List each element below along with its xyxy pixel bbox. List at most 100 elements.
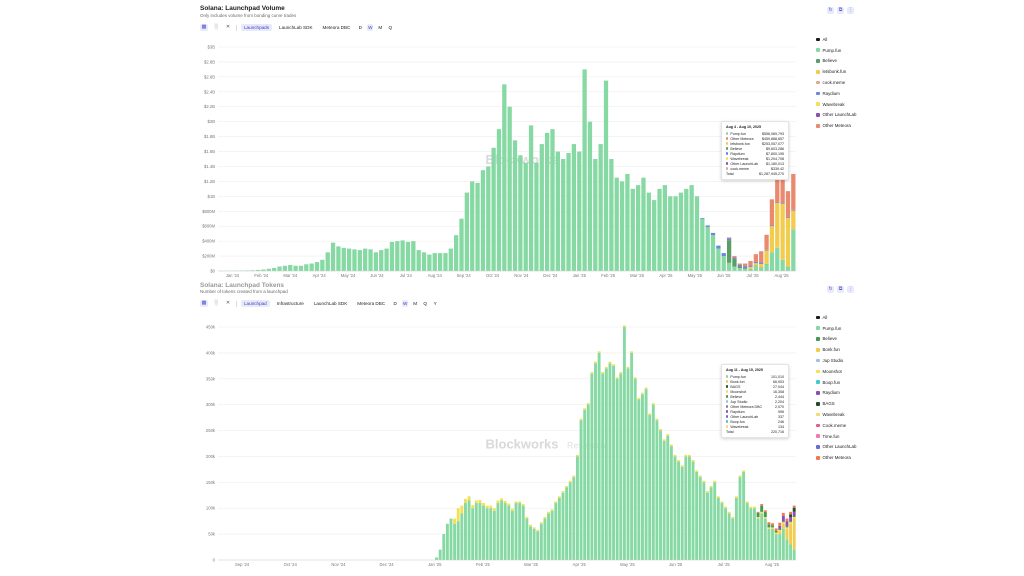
bar-moonshot [691,460,695,462]
tooltip-series-name: Total [726,429,734,434]
y-tick-label: 300k [206,402,216,407]
divider [236,24,237,31]
legend-item-moonshot[interactable]: Moonshot [816,366,856,377]
stacked-bars-icon[interactable]: ▩ [200,300,208,307]
filter-meteora-dbc[interactable]: Meteora DBC [357,301,386,306]
legend-item-pump-fun[interactable]: Pump.fun [816,323,856,334]
filter-launchpad[interactable]: Launchpad [241,300,270,307]
filter-launchpads[interactable]: Launchpads [241,24,273,31]
bar-chart-icon[interactable]: ░ [214,300,218,306]
bar-pump-fun [630,352,634,560]
bar-moonshot [749,506,753,509]
legend-swatch [816,315,820,320]
legend-item-bags[interactable]: BAGS [816,398,856,409]
legend-item-believe[interactable]: Believe [816,56,856,67]
tooltip-series-name: Other Meteora DBC [730,404,763,409]
bar-pump-fun [464,503,467,560]
tooltip-row: Believe 2,444 [726,394,784,399]
y-tick-label: $2.2B [204,104,215,109]
legend-item-boop-fun[interactable]: Boop.fun [816,377,856,388]
share-icon[interactable]: ↻ [827,7,834,14]
interval-m[interactable]: M [413,301,418,306]
volume-plot[interactable]: $0 $200M $400M $600M $800M $1B $1.2B $1.4B $1.6B… [196,34,811,284]
tooltip-dot [726,142,729,145]
interval-w[interactable]: W [367,24,374,31]
legend-item-all[interactable]: All [816,312,856,323]
bar-pump-fun [507,505,511,560]
legend-item-cook-meme[interactable]: Cook.meme [816,420,856,431]
bar-pump-fun [720,503,724,560]
filter-launchlab-sdk[interactable]: LaunchLab SDK [313,301,348,306]
bar-raydium [737,265,742,267]
bar-believe [789,521,793,523]
reset-icon[interactable]: ✕ [225,300,231,306]
tooltip-dot [726,405,729,408]
legend-item-time-fun[interactable]: Time.fun [816,431,856,442]
bar-other-meteora [748,260,753,266]
y-tick-label: 450k [206,325,216,330]
more-icon[interactable]: ⋮ [847,7,854,14]
bar-pump-fun [544,132,550,271]
bar-chart-icon[interactable]: ░ [214,24,218,30]
bar-pump-fun [789,544,793,560]
legend-item-raydium[interactable]: Raydium [816,88,856,99]
legend-item-raydium[interactable]: Raydium [816,388,856,399]
tokens-plot[interactable]: 0 50k 100k 150k 200k 250k 300k 350k 400k 450k Bloc… [196,312,811,572]
tooltip-value: 996 [778,409,784,414]
bar-pump-fun [566,153,571,271]
legend-label: Other Meteora [822,455,851,461]
legend-swatch [816,48,820,52]
bar-pump-fun [352,249,357,271]
interval-d[interactable]: D [358,25,362,30]
bar-pump-fun [411,241,416,271]
legend-item-bonk-fun[interactable]: Bonk.fun [816,344,856,355]
bar-moonshot [478,499,482,504]
bar-pump-fun [594,363,597,560]
tooltip-value: $556,069,793 [762,131,784,136]
tooltip-value: 246 [778,419,784,424]
bar-moonshot [727,511,731,514]
bar-pump-fun [673,456,677,560]
share-icon[interactable]: ↻ [827,286,834,293]
bar-pump-fun [748,269,753,271]
legend-item-other-meteora[interactable]: Other Meteora [816,452,856,463]
bar-raydium [780,203,785,204]
tooltip-row: Bonk.fun 66,903 [726,379,784,384]
legend-item-letsbonk-fun[interactable]: letsbonk.fun [816,66,856,77]
legend-item-other-launchlab[interactable]: Other LaunchLab [816,110,856,121]
stacked-bars-icon[interactable]: ▩ [200,24,208,31]
bar-pump-fun [763,518,767,560]
filter-meteora-dbc[interactable]: Meteora DBC [322,25,351,30]
legend-item-all[interactable]: All [816,34,856,45]
interval-w[interactable]: W [402,300,409,307]
bar-moonshot [709,485,713,488]
legend-item-cook-meme[interactable]: cook.meme [816,77,856,88]
watermark-sub: Research [567,441,606,451]
interval-q[interactable]: Q [423,301,427,306]
legend-item-other-launchlab[interactable]: Other LaunchLab [816,442,856,453]
filter-infrastructure[interactable]: Infrastructure [276,301,304,306]
filter-launchlab-sdk[interactable]: LaunchLab SDK [279,25,313,30]
legend-item-wavebreak[interactable]: Wavebreak [816,99,856,110]
more-icon[interactable]: ⋮ [847,286,854,293]
legend-label: Jup Studio [822,358,844,364]
legend-item-other-meteora[interactable]: Other Meteora [816,120,856,131]
interval-d[interactable]: D [393,301,397,306]
copy-icon[interactable]: ⧉ [837,7,844,14]
legend-swatch [816,358,820,363]
interval-m[interactable]: M [378,25,383,30]
legend-item-believe[interactable]: Believe [816,334,856,345]
interval-y[interactable]: Y [433,301,437,306]
legend-item-wavebreak[interactable]: Wavebreak [816,409,856,420]
bar-raydium [753,261,759,264]
copy-icon[interactable]: ⧉ [837,286,844,293]
x-tick-label: Feb '25 [476,562,491,567]
legend-item-pump-fun[interactable]: Pump.fun [816,45,856,56]
interval-q[interactable]: Q [388,25,393,30]
legend-item-jup-studio[interactable]: Jup Studio [816,355,856,366]
bar-pump-fun [571,144,577,271]
reset-icon[interactable]: ✕ [225,24,231,30]
y-tick-label: $400M [202,239,215,244]
bar-pump-fun [453,523,457,560]
bar-pump-fun [593,159,598,271]
